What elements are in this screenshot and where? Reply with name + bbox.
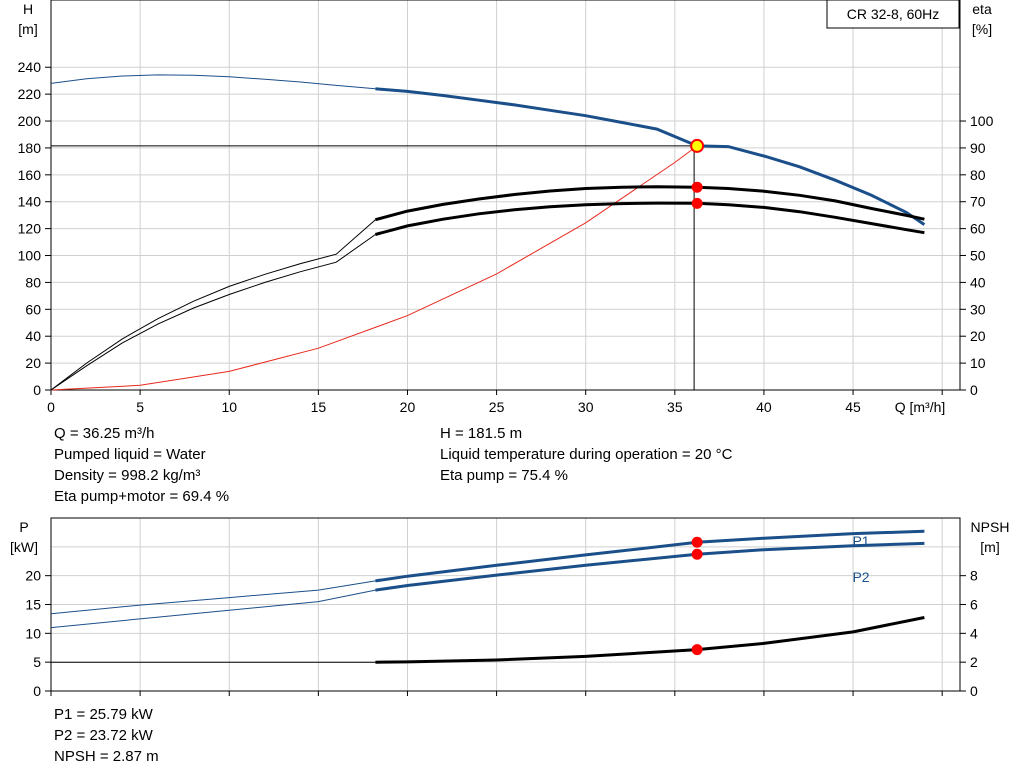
head-eta-chart-right-tick-label: 70 bbox=[970, 194, 986, 210]
head-eta-chart-left-tick-label: 100 bbox=[18, 248, 42, 264]
head-eta-chart-x-tick-label: 10 bbox=[221, 399, 237, 415]
head-eta-chart-x-tick-label: 0 bbox=[47, 399, 55, 415]
head-eta-chart-x-tick-label: 20 bbox=[400, 399, 416, 415]
power-npsh-chart-left-tick-label: 5 bbox=[33, 654, 41, 670]
head-eta-chart-left-tick-label: 200 bbox=[18, 113, 42, 129]
head-eta-chart-right-tick-label: 100 bbox=[970, 113, 994, 129]
head-eta-chart-left-tick-label: 0 bbox=[33, 382, 41, 398]
head-eta-chart-curve-eta_pump_motor-extended bbox=[50, 234, 376, 391]
power-npsh-chart-right-axis-unit: [m] bbox=[980, 539, 999, 555]
head-eta-chart-x-tick-label: 40 bbox=[756, 399, 772, 415]
head-eta-chart-curve-H bbox=[375, 87, 926, 226]
head-eta-chart-right-axis-label: eta bbox=[972, 1, 992, 17]
power-npsh-chart-right-axis-label: NPSH bbox=[971, 519, 1010, 535]
head-eta-chart-right-tick-label: 10 bbox=[970, 355, 986, 371]
liquid-temperature-readout: Liquid temperature during operation = 20… bbox=[440, 446, 733, 463]
p2-series-label: P2 bbox=[852, 569, 869, 585]
head-eta-chart-x-tick-label: 35 bbox=[667, 399, 683, 415]
head-eta-chart-plot-frame bbox=[50, 0, 961, 391]
head-eta-chart-left-axis-label: H bbox=[23, 1, 33, 17]
p1-series-label: P1 bbox=[852, 533, 869, 549]
flow-readout: Q = 36.25 m³/h bbox=[54, 425, 155, 442]
system-curve bbox=[50, 145, 698, 391]
power-npsh-chart-right-tick-label: 0 bbox=[970, 683, 978, 699]
head-eta-chart-x-tick-label: 45 bbox=[845, 399, 861, 415]
head-eta-chart-x-axis-label: Q [m³/h] bbox=[895, 399, 946, 415]
head-eta-chart-left-tick-label: 120 bbox=[18, 221, 42, 237]
power-npsh-chart-curve-P2-extended bbox=[50, 589, 376, 629]
power-npsh-chart-left-tick-label: 20 bbox=[25, 568, 41, 584]
eta-pump-motor-operating-marker bbox=[691, 197, 703, 209]
p2-readout: P2 = 23.72 kW bbox=[54, 727, 153, 744]
head-eta-chart-right-tick-label: 0 bbox=[970, 382, 978, 398]
head-eta-chart-right-tick-label: 50 bbox=[970, 248, 986, 264]
head-eta-chart-left-tick-label: 20 bbox=[25, 355, 41, 371]
p1-readout: P1 = 25.79 kW bbox=[54, 706, 153, 723]
head-eta-chart-left-tick-label: 140 bbox=[18, 194, 42, 210]
pumped-liquid-readout: Pumped liquid = Water bbox=[54, 446, 206, 463]
info-bottom: P1 = 25.79 kW P2 = 23.72 kW NPSH = 2.87 … bbox=[54, 704, 159, 767]
head-eta-chart-curve-eta_pump-extended bbox=[50, 219, 376, 391]
power-npsh-chart-left-tick-label: 15 bbox=[25, 597, 41, 613]
power-npsh-chart-curve-P2 bbox=[375, 541, 925, 592]
head-eta-chart-x-tick-label: 30 bbox=[578, 399, 594, 415]
head-eta-chart-left-tick-label: 180 bbox=[18, 140, 42, 156]
chart-title: CR 32-8, 60Hz bbox=[847, 6, 940, 22]
npsh-operating-marker bbox=[691, 644, 703, 656]
power-npsh-chart-left-tick-label: 0 bbox=[33, 683, 41, 699]
eta-pump-motor-readout: Eta pump+motor = 69.4 % bbox=[54, 488, 230, 505]
duty-point-marker bbox=[690, 138, 705, 153]
npsh-readout: NPSH = 2.87 m bbox=[54, 748, 159, 765]
head-eta-chart-right-tick-label: 40 bbox=[970, 274, 986, 290]
head-eta-chart-left-tick-label: 160 bbox=[18, 167, 42, 183]
power-npsh-chart-curve-P1-extended bbox=[50, 580, 376, 615]
power-npsh-chart-left-axis-label: P bbox=[19, 519, 28, 535]
info-top-left: Q = 36.25 m³/h Pumped liquid = Water Den… bbox=[54, 423, 229, 507]
head-eta-chart-left-tick-label: 240 bbox=[18, 59, 42, 75]
head-eta-chart-left-axis-unit: [m] bbox=[18, 21, 37, 37]
eta-pump-operating-marker bbox=[691, 181, 703, 193]
power-npsh-chart-right-tick-label: 6 bbox=[970, 597, 978, 613]
head-eta-chart-right-tick-label: 30 bbox=[970, 301, 986, 317]
density-readout: Density = 998.2 kg/m³ bbox=[54, 467, 201, 484]
power-npsh-chart-right-tick-label: 2 bbox=[970, 654, 978, 670]
head-eta-chart-right-tick-label: 80 bbox=[970, 167, 986, 183]
head-eta-chart-curve-eta_pump bbox=[375, 185, 925, 222]
head-readout: H = 181.5 m bbox=[440, 425, 523, 442]
head-eta-chart-x-tick-label: 25 bbox=[489, 399, 505, 415]
p2-operating-marker bbox=[691, 548, 703, 560]
head-eta-chart-x-tick-label: 5 bbox=[136, 399, 144, 415]
head-eta-chart-right-tick-label: 90 bbox=[970, 140, 986, 156]
head-eta-chart-curve-eta_pump_motor bbox=[375, 201, 925, 236]
power-npsh-chart-curve-NPSH bbox=[375, 616, 925, 664]
power-npsh-chart-left-tick-label: 10 bbox=[25, 625, 41, 641]
head-eta-chart-left-tick-label: 80 bbox=[25, 274, 41, 290]
power-npsh-chart-right-tick-label: 8 bbox=[970, 568, 978, 584]
head-eta-chart-curve-H-extended bbox=[50, 74, 376, 90]
p1-operating-marker bbox=[691, 536, 703, 548]
info-top-right: H = 181.5 m Liquid temperature during op… bbox=[440, 423, 732, 486]
eta-pump-readout: Eta pump = 75.4 % bbox=[440, 467, 568, 484]
head-eta-chart-x-tick-label: 15 bbox=[311, 399, 327, 415]
head-eta-chart-left-tick-label: 220 bbox=[18, 86, 42, 102]
head-eta-chart-left-tick-label: 60 bbox=[25, 301, 41, 317]
power-npsh-chart-right-tick-label: 4 bbox=[970, 625, 978, 641]
power-npsh-chart-left-axis-unit: [kW] bbox=[10, 539, 38, 555]
head-eta-chart-left-tick-label: 40 bbox=[25, 328, 41, 344]
chart-title-box bbox=[826, 0, 960, 29]
head-eta-chart-right-tick-label: 60 bbox=[970, 221, 986, 237]
head-eta-chart-right-tick-label: 20 bbox=[970, 328, 986, 344]
head-eta-chart-right-axis-unit: [%] bbox=[972, 21, 992, 37]
power-npsh-chart-curve-P1 bbox=[375, 529, 925, 583]
